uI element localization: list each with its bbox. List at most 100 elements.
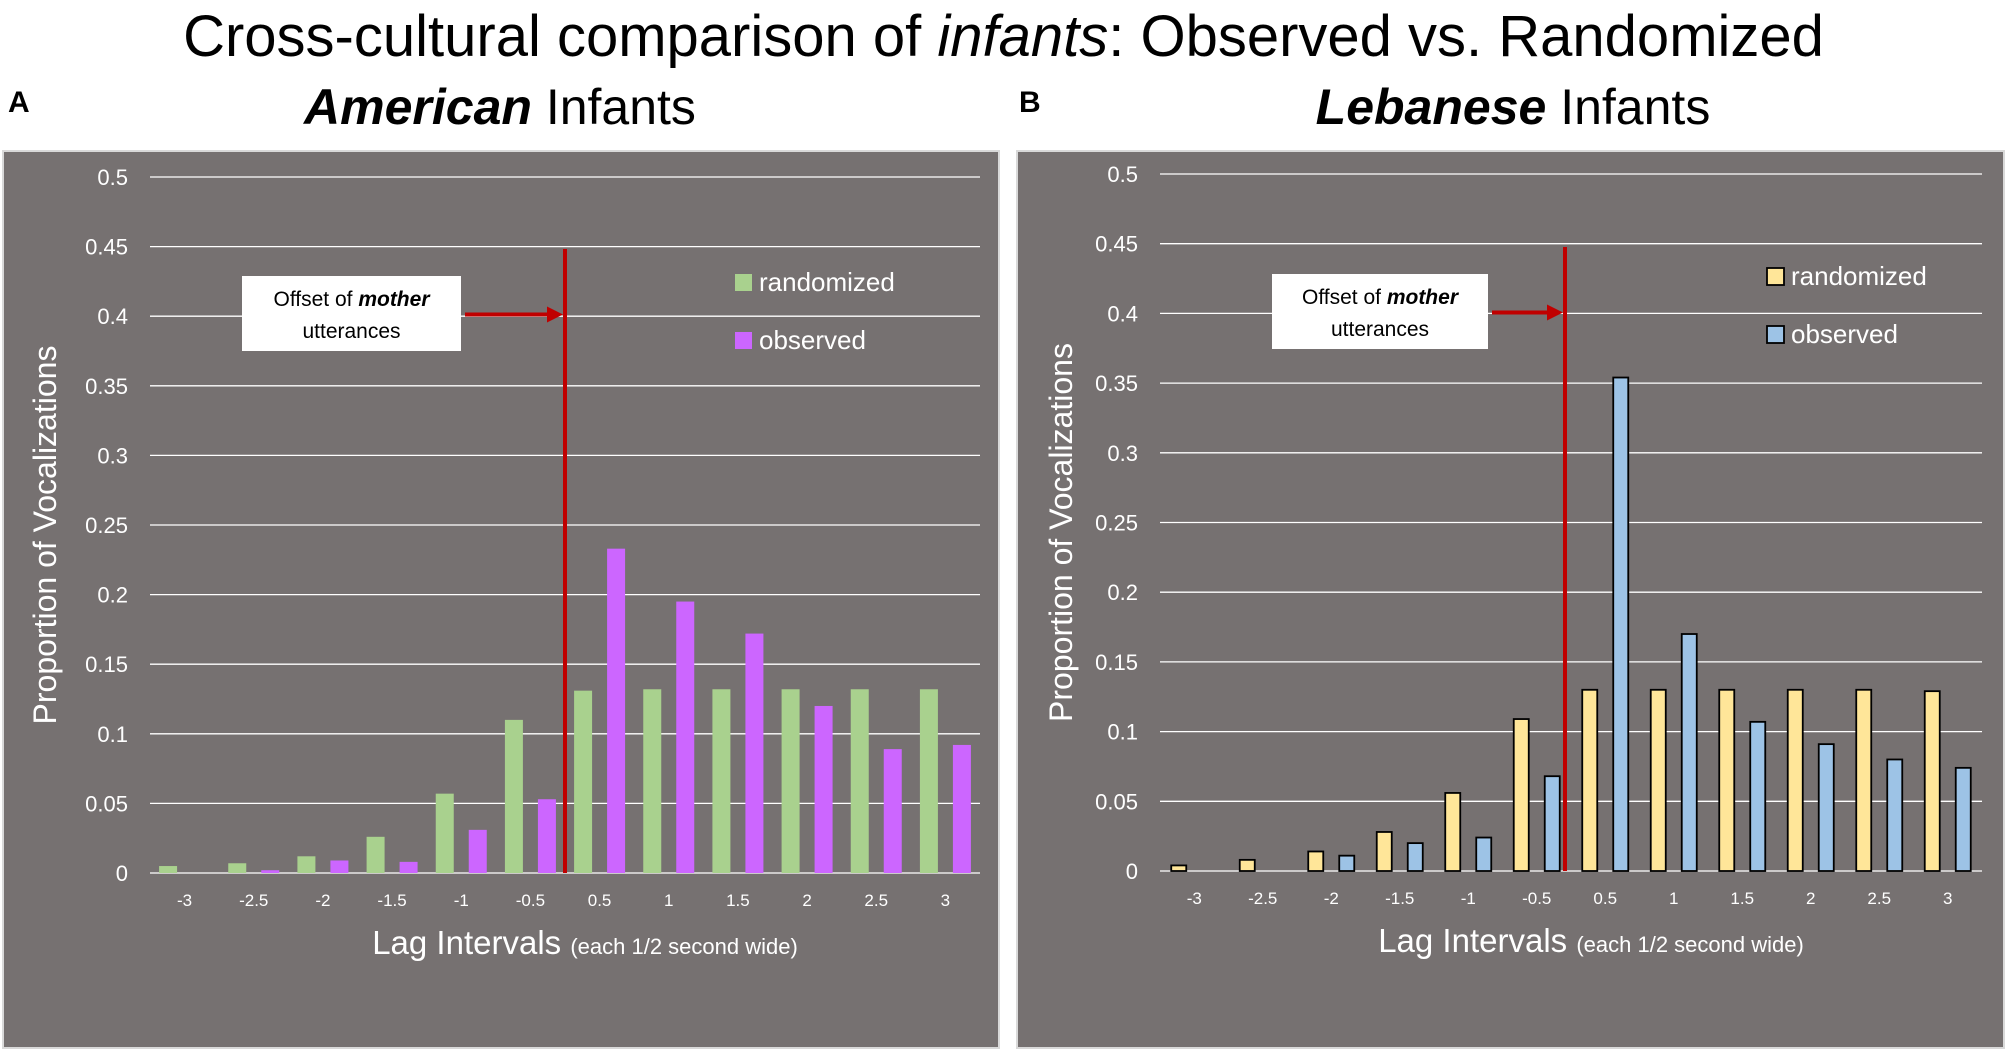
legend-label-randomized: randomized: [759, 267, 895, 297]
y-tick-label: 0.2: [1107, 580, 1138, 605]
bar-randomized-1: [643, 689, 662, 873]
y-tick-label: 0.3: [1107, 441, 1138, 466]
panel-b-title: Lebanese Infants: [1013, 78, 2007, 136]
bar-randomized--1: [1444, 792, 1462, 872]
x-tick-label: -3: [177, 891, 192, 910]
x-tick-label: 1.5: [1730, 889, 1754, 908]
bar-randomized-2.5: [850, 689, 869, 873]
annotation-text-line2: utterances: [302, 320, 400, 343]
bar-observed--1.5: [399, 861, 418, 873]
bar-observed-3: [1954, 766, 1972, 872]
x-tick-label: -2.5: [239, 891, 268, 910]
y-tick-label: 0.2: [97, 583, 128, 608]
legend-swatch-observed: [735, 332, 752, 349]
bar-randomized--1: [435, 793, 454, 873]
bar-randomized--0.5: [1512, 718, 1530, 872]
x-tick-label: 1: [1669, 889, 1678, 908]
x-tick-label: -2: [315, 891, 330, 910]
figure-title: Cross-cultural comparison of infants: Ob…: [0, 4, 2007, 71]
bar-observed--2: [1338, 854, 1356, 872]
y-tick-label: 0.25: [85, 513, 128, 538]
legend-label-observed: observed: [1791, 319, 1898, 349]
x-tick-label: 2.5: [864, 891, 888, 910]
bar-randomized-0.5: [1581, 688, 1599, 872]
bar-observed--1: [468, 829, 487, 873]
y-tick-label: 0.45: [1095, 232, 1138, 257]
x-tick-label: -0.5: [1522, 889, 1551, 908]
x-tick-label: -3: [1187, 889, 1202, 908]
annotation-arrow-head: [547, 306, 563, 323]
x-axis-label: Lag Intervals (each 1/2 second wide): [372, 924, 798, 961]
x-tick-label: 2: [1806, 889, 1815, 908]
x-tick-label: 2: [802, 891, 811, 910]
legend-label-observed: observed: [759, 325, 866, 355]
bar-observed-1: [676, 601, 695, 873]
x-tick-label: -1.5: [1385, 889, 1414, 908]
x-axis-label-main: Lag Intervals: [372, 924, 570, 961]
bar-randomized-1.5: [712, 689, 731, 873]
x-tick-label: -1: [454, 891, 469, 910]
legend-swatch-randomized: [1766, 267, 1785, 286]
annotation-box: [1272, 274, 1488, 349]
x-tick-label: 3: [941, 891, 950, 910]
y-tick-label: 0: [1126, 859, 1138, 884]
x-axis-label: Lag Intervals (each 1/2 second wide): [1378, 922, 1804, 959]
bar-randomized--1.5: [366, 836, 385, 873]
panel-b-title-bold: Lebanese: [1315, 79, 1547, 135]
bar-randomized--2.5: [1238, 858, 1256, 872]
figure-title-post: : Observed vs. Randomized: [1108, 4, 1824, 69]
plot-background-b: [1016, 150, 2005, 1049]
figure-title-pre: Cross-cultural comparison of: [183, 4, 938, 69]
x-axis-label-main: Lag Intervals: [1378, 922, 1576, 959]
annotation-text-line2: utterances: [1331, 318, 1429, 341]
bar-observed-0.5: [1612, 376, 1630, 872]
y-axis-label: Proportion of Vocalizations: [1043, 343, 1079, 722]
bar-randomized--1.5: [1375, 831, 1393, 872]
bar-randomized--3: [1170, 864, 1188, 872]
x-axis-label-sub: (each 1/2 second wide): [570, 934, 797, 959]
x-tick-label: 3: [1943, 889, 1952, 908]
y-tick-label: 0.15: [1095, 650, 1138, 675]
x-tick-label: -1.5: [377, 891, 406, 910]
y-tick-label: 0.25: [1095, 511, 1138, 536]
x-tick-label: -1: [1461, 889, 1476, 908]
y-tick-label: 0.1: [97, 722, 128, 747]
panel-b-title-rest: Infants: [1546, 79, 1711, 135]
panel-a-letter: A: [8, 86, 30, 119]
bar-observed-3: [952, 744, 971, 873]
bar-observed-2: [814, 705, 833, 873]
y-tick-label: 0.5: [97, 165, 128, 190]
y-tick-label: 0.4: [97, 304, 128, 329]
bar-randomized--2: [1307, 850, 1325, 872]
bar-randomized--0.5: [504, 719, 523, 873]
y-tick-label: 0.4: [1107, 301, 1138, 326]
y-tick-label: 0.35: [85, 374, 128, 399]
bar-randomized-1.5: [1718, 688, 1736, 872]
bar-randomized-2.5: [1855, 688, 1873, 872]
y-tick-label: 0.05: [85, 791, 128, 816]
bar-observed--0.5: [537, 799, 556, 873]
bar-observed--2: [330, 860, 349, 873]
bar-randomized--2.5: [228, 863, 247, 873]
chart-american-infants: 0 0.05 0.1 0.15 0.2 0.25 0.3 0.35 0.4 0.45 0.5 -3 -2…: [2, 150, 1000, 1049]
x-tick-label: -0.5: [516, 891, 545, 910]
bar-observed--2.5: [261, 870, 280, 873]
y-tick-label: 0.15: [85, 652, 128, 677]
y-tick-label: 0.05: [1095, 789, 1138, 814]
annotation-text-line1: Offset of mother: [1302, 286, 1460, 309]
legend-label-randomized: randomized: [1791, 261, 1927, 291]
x-tick-label: 0.5: [588, 891, 612, 910]
bar-randomized--3: [159, 866, 178, 873]
bar-randomized-3: [919, 689, 938, 873]
annotation-box: [242, 276, 461, 351]
x-tick-label: 1: [664, 891, 673, 910]
y-tick-label: 0: [116, 861, 128, 886]
plot-background-a: [2, 150, 1000, 1049]
bar-observed-1.5: [745, 633, 764, 873]
legend-swatch-randomized: [735, 274, 752, 291]
y-tick-label: 0.3: [97, 443, 128, 468]
annotation-arrow-head: [1547, 304, 1563, 321]
annotation-text-pre: Offset of: [1302, 286, 1387, 309]
x-tick-label: -2.5: [1248, 889, 1277, 908]
x-tick-label: 2.5: [1867, 889, 1891, 908]
